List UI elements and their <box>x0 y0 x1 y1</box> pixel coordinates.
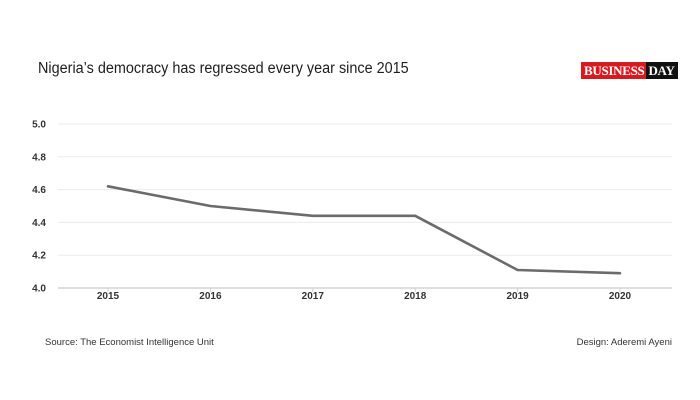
x-tick-label: 2020 <box>609 291 632 302</box>
y-tick-label: 4.8 <box>32 152 46 163</box>
y-tick-label: 4.2 <box>32 251 46 262</box>
x-tick-label: 2016 <box>199 291 222 302</box>
design-credit: Design: Aderemi Ayeni <box>576 337 672 348</box>
businessday-logo: BUSINESS DAY <box>581 62 678 79</box>
gridlines <box>58 123 672 289</box>
series-line <box>106 185 622 275</box>
y-tick-label: 5.0 <box>32 120 46 131</box>
x-tick-label: 2015 <box>97 291 120 302</box>
series-group <box>106 185 622 275</box>
y-tick-label: 4.4 <box>32 218 46 229</box>
x-axis-ticks: 2015 2016 2017 2018 2019 2020 <box>97 288 632 302</box>
x-tick-label: 2019 <box>506 291 529 302</box>
logo-part-business: BUSINESS <box>581 62 647 79</box>
y-tick-label: 4.6 <box>32 185 46 196</box>
x-tick-label: 2017 <box>302 291 325 302</box>
chart-title: Nigeria’s democracy has regressed every … <box>38 60 409 77</box>
logo-part-day: DAY <box>646 62 678 79</box>
x-tick-label: 2018 <box>404 291 427 302</box>
y-axis-ticks: 4.0 4.2 4.4 4.6 4.8 5.0 <box>32 120 46 295</box>
y-tick-label: 4.0 <box>32 284 46 295</box>
source-note: Source: The Economist Intelligence Unit <box>45 337 214 348</box>
